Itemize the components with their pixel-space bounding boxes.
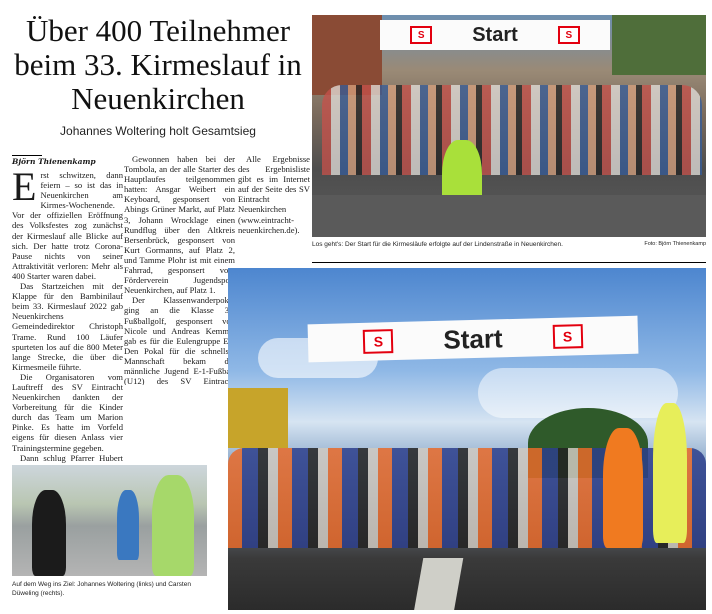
photo-caption-small: Auf dem Weg ins Ziel: Johannes Woltering… <box>12 581 191 597</box>
banner-text: Start <box>472 23 518 46</box>
divider <box>12 155 42 156</box>
dropcap: E <box>12 164 37 209</box>
sparkasse-logo: S <box>410 26 433 44</box>
photo-start-crowd: S Start S <box>312 15 706 237</box>
article-column-3: Alle Ergebnisse des Ergebnisliste gibt e… <box>238 154 310 235</box>
paragraph: Das Startzeichen mit der Klappe für den … <box>12 281 123 372</box>
paragraph: rst schwitzen, dann feiern – so ist das … <box>12 170 123 281</box>
subheadline: Johannes Woltering holt Gesamtsieg <box>60 124 256 138</box>
photo-start-line: S Start S <box>228 268 706 610</box>
paragraph: Der Klassenwanderpokal ging an die Klass… <box>124 295 235 386</box>
photo-credit: Foto: Björn Thienenkamp <box>644 241 706 247</box>
paragraph: Gewonnen haben bei der Tombola, an der a… <box>124 154 235 296</box>
start-banner: S Start S <box>380 20 610 50</box>
paragraph: Die Organisatoren vom Lauftreff des SV E… <box>12 371 123 453</box>
paragraph: Alle Ergebnisse des Ergebnisliste gibt e… <box>238 154 310 235</box>
article-column-2: Gewonnen haben bei der Tombola, an der a… <box>124 154 235 385</box>
banner-text: Start <box>442 322 503 355</box>
sparkasse-logo: S <box>557 26 580 44</box>
author-byline: Björn Thienenkamp <box>12 157 96 166</box>
sparkasse-logo: S <box>363 329 394 354</box>
start-banner: S Start S <box>307 315 639 363</box>
headline: Über 400 Teilnehmer beim 33. Kirmeslauf … <box>14 13 302 116</box>
divider <box>312 262 706 263</box>
photo-runners-finish <box>12 465 207 576</box>
sparkasse-logo: S <box>552 324 583 349</box>
photo-caption-top: Los geht's: Der Start für die Kirmesläuf… <box>312 241 563 248</box>
